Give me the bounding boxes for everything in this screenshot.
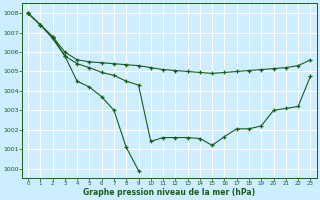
X-axis label: Graphe pression niveau de la mer (hPa): Graphe pression niveau de la mer (hPa) — [83, 188, 255, 197]
